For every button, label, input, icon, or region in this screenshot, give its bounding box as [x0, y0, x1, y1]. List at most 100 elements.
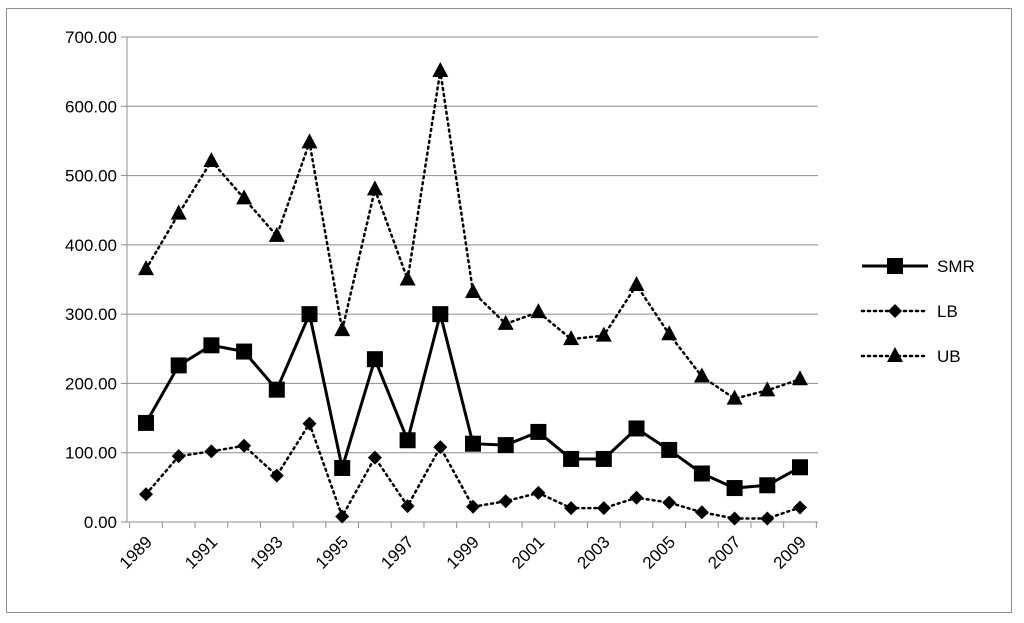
- square-marker: [366, 351, 383, 368]
- square-marker: [628, 420, 645, 437]
- diamond-marker: [596, 501, 611, 516]
- x-tick-label: 2005: [639, 532, 679, 572]
- square-marker: [693, 465, 710, 482]
- series-ub: [138, 61, 808, 405]
- square-marker: [792, 459, 808, 476]
- diamond-marker: [139, 487, 153, 502]
- square-marker: [138, 414, 154, 431]
- legend-label: UB: [937, 347, 961, 366]
- square-marker: [301, 306, 318, 323]
- triangle-marker: [693, 367, 710, 383]
- x-tick-label: 2009: [770, 532, 810, 572]
- triangle-marker: [170, 204, 187, 220]
- x-tick-label: 1989: [116, 532, 156, 572]
- triangle-marker: [236, 189, 253, 205]
- chart-frame: [6, 8, 1012, 613]
- square-marker: [726, 480, 743, 497]
- x-tick-label: 1991: [181, 532, 221, 572]
- y-tick-label: 400.00: [65, 236, 117, 255]
- triangle-marker: [497, 314, 514, 330]
- legend-label: LB: [937, 302, 958, 321]
- square-marker: [268, 381, 285, 398]
- triangle-marker: [432, 61, 449, 77]
- diamond-marker: [793, 500, 807, 515]
- diamond-marker: [629, 490, 644, 505]
- x-tick-label: 2001: [508, 532, 548, 572]
- triangle-marker: [366, 180, 383, 196]
- y-tick-label: 600.00: [65, 97, 117, 116]
- triangle-marker: [726, 389, 743, 405]
- y-tick-label: 500.00: [65, 167, 117, 186]
- y-tick-label: 300.00: [65, 305, 117, 324]
- axes: [121, 36, 818, 528]
- triangle-marker: [887, 347, 903, 362]
- square-marker: [334, 459, 351, 476]
- square-marker: [465, 435, 481, 452]
- diamond-marker: [269, 468, 284, 483]
- x-tick-label: 1993: [247, 532, 287, 572]
- x-tick-label: 2003: [574, 532, 614, 572]
- triangle-marker: [399, 270, 416, 286]
- diamond-marker: [367, 450, 382, 465]
- square-marker: [759, 477, 776, 494]
- y-tick-label: 0.00: [84, 513, 117, 532]
- legend: SMR LB UB: [860, 257, 975, 366]
- triangle-marker: [301, 133, 318, 149]
- y-tick-label: 200.00: [65, 374, 117, 393]
- square-marker: [595, 450, 612, 467]
- legend-label: SMR: [937, 257, 975, 276]
- tick-labels: 0.00 100.00 200.00 300.00 400.00 500.00 600.00…: [65, 28, 810, 573]
- square-marker: [563, 450, 580, 467]
- y-tick-label: 700.00: [65, 28, 117, 47]
- series-group: [138, 61, 808, 526]
- square-marker: [887, 258, 903, 274]
- legend-item-lb: LB: [860, 302, 958, 321]
- triangle-marker: [465, 282, 481, 298]
- legend-item-smr: SMR: [862, 257, 975, 276]
- diamond-marker: [335, 509, 350, 524]
- y-tick-label: 100.00: [65, 444, 117, 463]
- diamond-marker: [662, 495, 677, 510]
- triangle-marker: [661, 325, 678, 341]
- triangle-marker: [268, 226, 285, 242]
- legend-item-ub: UB: [860, 347, 961, 366]
- square-marker: [399, 432, 416, 449]
- diamond-marker: [433, 440, 448, 455]
- triangle-marker: [595, 326, 612, 342]
- triangle-marker: [563, 330, 580, 346]
- diamond-marker: [204, 444, 219, 459]
- square-marker: [432, 306, 449, 323]
- diamond-marker: [302, 416, 317, 431]
- diamond-marker: [694, 505, 709, 520]
- diamond-marker: [466, 499, 480, 514]
- series-lb: [139, 416, 807, 526]
- square-marker: [236, 343, 253, 360]
- x-tick-label: 1999: [443, 532, 483, 572]
- series-smr: [138, 306, 808, 497]
- diamond-marker: [760, 511, 775, 526]
- diamond-marker: [400, 499, 415, 514]
- diamond-marker: [531, 485, 546, 500]
- square-marker: [170, 357, 187, 374]
- diamond-marker: [564, 501, 579, 516]
- triangle-marker: [530, 303, 547, 319]
- diamond-marker: [498, 494, 513, 509]
- triangle-marker: [759, 381, 776, 397]
- triangle-marker: [334, 321, 351, 337]
- square-marker: [530, 423, 547, 440]
- square-marker: [661, 441, 678, 458]
- diamond-marker: [237, 438, 252, 453]
- triangle-marker: [792, 370, 808, 386]
- triangle-marker: [628, 276, 645, 292]
- square-marker: [203, 337, 220, 354]
- diamond-marker: [171, 449, 186, 464]
- x-tick-label: 1997: [377, 532, 417, 572]
- square-marker: [497, 437, 514, 454]
- series-line-smr: [144, 309, 801, 490]
- gridlines: [127, 36, 818, 454]
- x-tick-label: 2007: [704, 532, 744, 572]
- diamond-marker: [727, 511, 742, 526]
- triangle-marker: [203, 152, 220, 168]
- diamond-marker: [888, 304, 902, 318]
